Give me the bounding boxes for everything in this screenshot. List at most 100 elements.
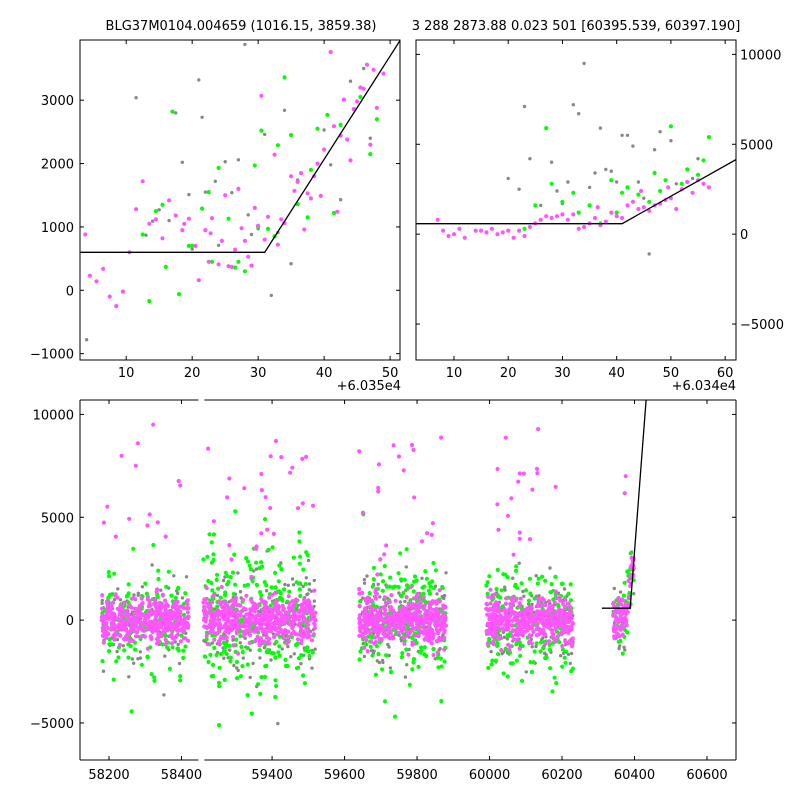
data-point <box>304 602 309 607</box>
data-point <box>228 648 232 652</box>
data-point <box>511 628 516 633</box>
data-point <box>180 228 185 233</box>
data-point <box>233 509 238 514</box>
data-point <box>370 653 375 658</box>
data-point <box>276 579 281 584</box>
data-point <box>503 588 507 592</box>
data-point <box>102 630 107 635</box>
data-point <box>371 621 376 627</box>
data-point <box>152 596 157 602</box>
data-point <box>301 584 305 589</box>
data-point <box>567 639 572 644</box>
data-point <box>549 609 555 614</box>
data-point <box>507 614 512 619</box>
data-point <box>163 621 168 626</box>
data-point <box>309 616 314 621</box>
data-point <box>365 601 370 606</box>
x-tick-label: 50 <box>382 366 399 381</box>
data-point <box>613 618 618 624</box>
data-point <box>248 567 253 572</box>
data-point <box>543 656 548 661</box>
x-tick-label: 59400 <box>251 768 292 783</box>
data-point <box>496 626 501 631</box>
data-point <box>376 489 381 494</box>
data-point <box>84 338 89 342</box>
data-point <box>181 620 186 625</box>
data-point <box>619 602 624 607</box>
data-point <box>304 576 308 580</box>
data-point <box>669 139 673 143</box>
data-point <box>249 574 254 580</box>
data-point <box>497 622 502 627</box>
data-point <box>322 147 327 152</box>
data-point <box>382 605 387 610</box>
data-point <box>227 643 232 648</box>
data-point <box>325 112 330 117</box>
data-point <box>420 620 425 625</box>
data-point <box>286 583 290 587</box>
data-point <box>365 595 371 600</box>
data-point <box>489 226 494 231</box>
data-point <box>372 649 376 653</box>
data-point <box>529 641 535 646</box>
data-point <box>437 599 443 604</box>
data-point <box>491 623 496 628</box>
data-point <box>560 199 565 204</box>
data-point <box>377 660 382 665</box>
data-point <box>549 181 554 186</box>
data-point <box>518 596 523 601</box>
data-point <box>310 503 316 508</box>
data-point <box>442 630 447 635</box>
data-point <box>405 663 409 667</box>
data-point <box>701 158 706 163</box>
data-point <box>387 599 392 605</box>
data-point <box>118 598 123 602</box>
data-point <box>393 598 398 603</box>
data-point <box>145 646 150 651</box>
data-point <box>154 589 159 594</box>
data-point <box>365 574 369 578</box>
data-point <box>525 623 531 628</box>
data-point <box>384 653 389 658</box>
data-point <box>303 581 308 587</box>
data-point <box>500 230 505 235</box>
data-point <box>528 660 533 665</box>
data-point <box>489 649 493 654</box>
data-point <box>331 124 337 129</box>
x-tick-label: 59600 <box>324 768 365 783</box>
data-point <box>202 624 207 629</box>
data-point <box>186 623 191 628</box>
data-point <box>126 582 131 587</box>
data-point <box>161 628 166 633</box>
data-point <box>499 648 504 653</box>
data-point <box>310 666 314 670</box>
data-point <box>310 650 315 655</box>
data-point <box>535 609 540 614</box>
data-point <box>546 599 552 604</box>
data-point <box>298 593 303 599</box>
data-point <box>540 629 545 634</box>
data-point <box>642 196 646 200</box>
data-point <box>364 615 369 620</box>
data-point <box>305 635 310 640</box>
data-point <box>505 674 510 679</box>
data-point <box>495 602 500 607</box>
data-point <box>527 619 533 625</box>
data-point <box>256 223 261 228</box>
data-point <box>520 631 525 636</box>
data-point <box>407 609 412 615</box>
data-point <box>174 633 179 638</box>
data-point <box>202 612 207 617</box>
data-point <box>302 681 308 686</box>
data-point <box>518 653 523 659</box>
data-point <box>355 99 360 104</box>
data-point <box>626 594 632 599</box>
data-point <box>536 427 541 432</box>
data-point <box>113 631 118 636</box>
data-point <box>553 626 558 631</box>
data-point <box>517 618 522 623</box>
data-point <box>170 635 175 641</box>
data-point <box>151 611 156 616</box>
data-point <box>513 568 519 574</box>
data-point <box>484 606 489 611</box>
